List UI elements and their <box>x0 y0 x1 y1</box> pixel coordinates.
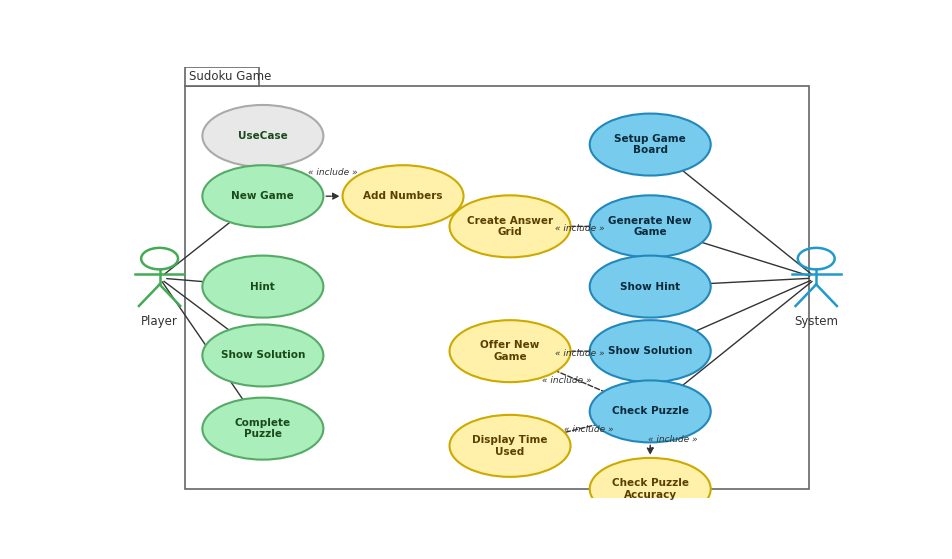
Ellipse shape <box>589 113 711 176</box>
Text: Show Solution: Show Solution <box>221 350 305 361</box>
Text: « include »: « include » <box>564 425 613 434</box>
Ellipse shape <box>589 458 711 520</box>
Text: Player: Player <box>141 315 178 328</box>
Ellipse shape <box>589 381 711 442</box>
Text: New Game: New Game <box>231 191 294 201</box>
Text: Offer New
Game: Offer New Game <box>481 340 540 362</box>
Text: Create Answer
Grid: Create Answer Grid <box>467 216 553 237</box>
Text: Generate New
Game: Generate New Game <box>608 216 692 237</box>
FancyBboxPatch shape <box>186 67 259 87</box>
Ellipse shape <box>589 195 711 257</box>
FancyBboxPatch shape <box>186 87 809 489</box>
Text: Show Hint: Show Hint <box>620 282 681 292</box>
Text: Show Solution: Show Solution <box>608 346 692 356</box>
Ellipse shape <box>449 195 570 257</box>
Ellipse shape <box>589 255 711 318</box>
Ellipse shape <box>449 415 570 477</box>
Text: « include »: « include » <box>308 168 358 177</box>
Text: « include »: « include » <box>555 349 605 358</box>
Text: UseCase: UseCase <box>238 131 288 141</box>
Ellipse shape <box>203 165 324 227</box>
Ellipse shape <box>203 105 324 167</box>
Text: Add Numbers: Add Numbers <box>364 191 443 201</box>
Text: System: System <box>794 315 838 328</box>
Ellipse shape <box>203 397 324 459</box>
Ellipse shape <box>203 255 324 318</box>
Ellipse shape <box>343 165 464 227</box>
Ellipse shape <box>449 320 570 382</box>
Text: Display Time
Used: Display Time Used <box>472 435 547 457</box>
Ellipse shape <box>589 320 711 382</box>
Text: Check Puzzle: Check Puzzle <box>612 406 688 416</box>
Text: Complete
Puzzle: Complete Puzzle <box>235 418 291 439</box>
Ellipse shape <box>203 324 324 386</box>
Text: « include »: « include » <box>543 376 592 385</box>
Text: Setup Game
Board: Setup Game Board <box>614 134 686 155</box>
Text: Sudoku Game: Sudoku Game <box>189 70 271 83</box>
Text: « include »: « include » <box>555 224 605 233</box>
Text: Hint: Hint <box>250 282 275 292</box>
Text: Check Puzzle
Accuracy: Check Puzzle Accuracy <box>612 478 688 500</box>
Text: « include »: « include » <box>647 435 697 444</box>
